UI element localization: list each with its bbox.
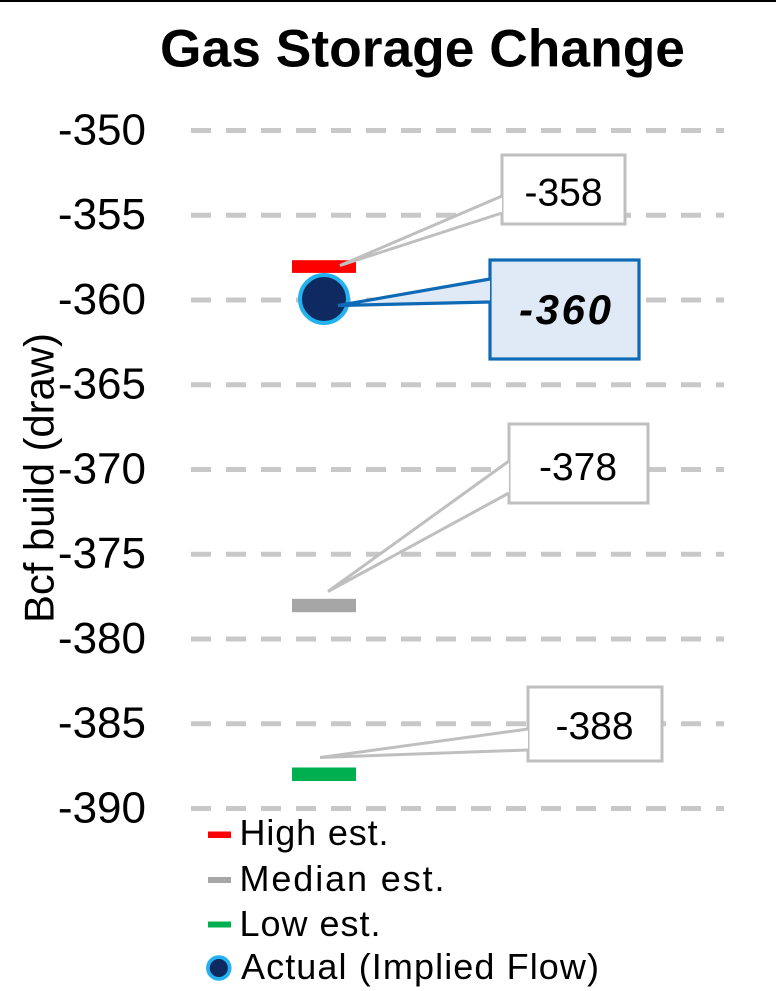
svg-text:-385: -385 bbox=[58, 699, 146, 748]
svg-text:-380: -380 bbox=[58, 614, 146, 663]
svg-text:-355: -355 bbox=[58, 190, 146, 239]
svg-text:Median est.: Median est. bbox=[240, 858, 445, 899]
svg-text:-365: -365 bbox=[58, 360, 146, 409]
svg-text:Bcf build (draw): Bcf build (draw) bbox=[16, 333, 63, 623]
svg-text:-375: -375 bbox=[58, 529, 146, 578]
svg-text:-388: -388 bbox=[555, 705, 633, 748]
svg-text:Gas Storage Change: Gas Storage Change bbox=[160, 20, 685, 79]
svg-text:Low est.: Low est. bbox=[240, 903, 381, 944]
svg-text:-350: -350 bbox=[58, 105, 146, 154]
svg-text:-360: -360 bbox=[58, 275, 146, 324]
svg-text:-370: -370 bbox=[58, 444, 146, 493]
svg-text:-390: -390 bbox=[58, 783, 146, 832]
svg-text:Actual (Implied Flow): Actual (Implied Flow) bbox=[241, 946, 599, 987]
svg-text:-378: -378 bbox=[539, 446, 617, 489]
svg-text:-358: -358 bbox=[524, 172, 602, 215]
svg-text:-360: -360 bbox=[519, 286, 611, 333]
svg-text:High est.: High est. bbox=[240, 812, 389, 853]
